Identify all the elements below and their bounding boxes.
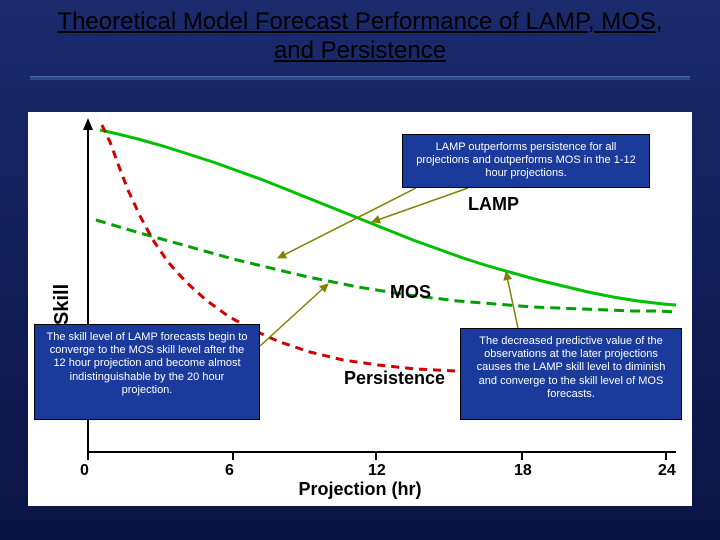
- y-axis-label: Skill: [51, 284, 74, 325]
- x-axis-label: Projection (hr): [298, 479, 421, 500]
- series-label-persistence: Persistence: [344, 368, 445, 389]
- x-tick-label: 0: [80, 462, 89, 480]
- callout-left: The skill level of LAMP forecasts begin …: [34, 324, 260, 420]
- series-label-mos: MOS: [390, 282, 431, 303]
- chart-area: Skill Projection (hr) 0 6 12 18 24 LAMP MOS Pe…: [28, 112, 692, 506]
- slide: Theoretical Model Forecast Performance o…: [0, 0, 720, 540]
- x-tick-label: 6: [225, 462, 234, 480]
- slide-title: Theoretical Model Forecast Performance o…: [0, 0, 720, 70]
- callout-top: LAMP outperforms persistence for all pro…: [402, 134, 650, 188]
- x-tick-label: 12: [368, 462, 386, 480]
- x-tick-label: 18: [514, 462, 532, 480]
- title-separator: [30, 76, 690, 80]
- series-label-lamp: LAMP: [468, 194, 519, 215]
- callout-right: The decreased predictive value of the ob…: [460, 328, 682, 420]
- x-tick-label: 24: [658, 462, 676, 480]
